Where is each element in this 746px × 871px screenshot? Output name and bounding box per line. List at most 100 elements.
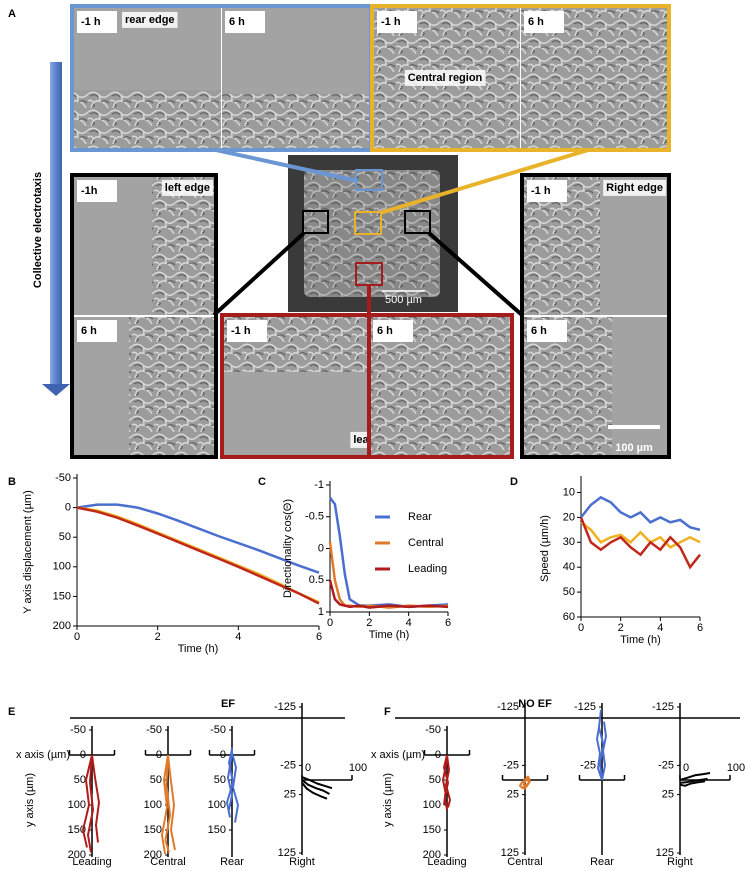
time-label: 6 h [528,16,544,28]
x-tick-label: 2 [155,631,161,643]
track [679,777,708,784]
time-box [527,320,567,342]
cell-free-region [600,177,667,315]
data-line [76,503,320,574]
y-tick-label: -25 [280,759,296,771]
track [82,754,93,848]
y-tick-label: 50 [59,531,71,543]
connector [379,148,589,215]
y-tick-label: -125 [274,701,296,713]
panel-label: E [8,706,15,718]
y-tick-label: 125 [501,847,519,859]
y-axis-label: y axis (µm) [382,773,394,827]
panel-a [42,62,70,396]
y-tick-label: 25 [662,789,674,801]
subplot-label: Central [150,856,185,868]
y-tick-label: 125 [278,847,296,859]
track [519,779,527,790]
y-tick-label: -125 [574,701,596,713]
connector [215,148,359,183]
track [596,727,603,781]
panel-label: F [384,706,391,718]
y-tick-label: -125 [652,701,674,713]
y-tick-label: 50 [563,586,575,598]
time-box [527,180,567,202]
roi-box [355,169,383,191]
y-axis-label: y axis (µm) [24,773,36,827]
track [231,752,239,823]
y-tick-label: 0 [80,749,86,761]
x-tick-label: 0 [74,631,80,643]
frames [70,4,671,459]
y-tick-label: 200 [423,849,441,861]
track [679,780,706,787]
x-tick-label: 4 [657,622,663,634]
time-box [225,11,265,33]
subplot-label: Right [667,856,693,868]
caption-bg [603,179,666,196]
y-tick-label: -50 [425,724,441,736]
time-box [77,11,117,33]
subplot-label: Central [507,856,542,868]
x-tick-label: 6 [316,631,322,643]
data-line [328,579,449,609]
caption: left edge [165,182,210,194]
arrow-label: Collective electrotaxis [32,172,44,288]
central-frame [370,4,671,152]
panel-label: B [8,476,16,488]
y-tick-label: 0 [435,749,441,761]
x-tick-label: 0 [578,622,584,634]
x-axis-label: Time (h) [369,629,410,641]
y-tick-label: 150 [53,590,71,602]
time-box [77,180,117,202]
y-tick-label: 200 [68,849,86,861]
y-tick-label: 150 [423,824,441,836]
track [442,754,448,806]
right-frame [520,173,671,459]
y-tick-label: 50 [429,774,441,786]
y-tick-label: -50 [210,724,226,736]
subplot-label: Right [289,856,315,868]
y-tick-label: 200 [144,849,162,861]
y-tick-label: 0.5 [309,574,324,586]
y-tick-label: -50 [146,724,162,736]
y-tick-label: 150 [144,824,162,836]
subplot-label: Rear [220,856,244,868]
roi-box [302,210,329,234]
track [522,776,530,788]
y-tick-label: 100 [68,799,86,811]
left-frame [70,173,218,459]
y-tick-label: 0 [65,502,71,514]
y-tick-label: 100 [53,561,71,573]
caption: Right edge [606,182,663,194]
x-axis-label: Time (h) [620,634,661,646]
track [443,754,449,811]
data-line [76,506,320,605]
track [445,754,451,808]
panel-title: NO EF [518,698,552,710]
arrow-head [42,384,70,396]
y-tick-label: -50 [55,472,71,484]
y-tick-label: -50 [70,724,86,736]
caption: rear edge [125,14,175,26]
time-label: 6 h [81,325,97,337]
cell-free-region [224,372,368,455]
y-tick-label: -0.5 [305,511,324,523]
track [301,779,330,795]
y-tick-label: 50 [74,774,86,786]
y-tick-label: 30 [563,536,575,548]
connector [212,231,306,317]
track [601,721,607,781]
y-tick-label: 0 [220,749,226,761]
y-tick-label: 150 [68,824,86,836]
y-tick-label: 20 [563,511,575,523]
panel-title: EF [221,698,235,710]
caption-bg [404,69,486,86]
caption: Central region [408,72,483,84]
track [91,754,100,843]
y-tick-label: 10 [563,486,575,498]
time-label: -1h [81,185,98,197]
